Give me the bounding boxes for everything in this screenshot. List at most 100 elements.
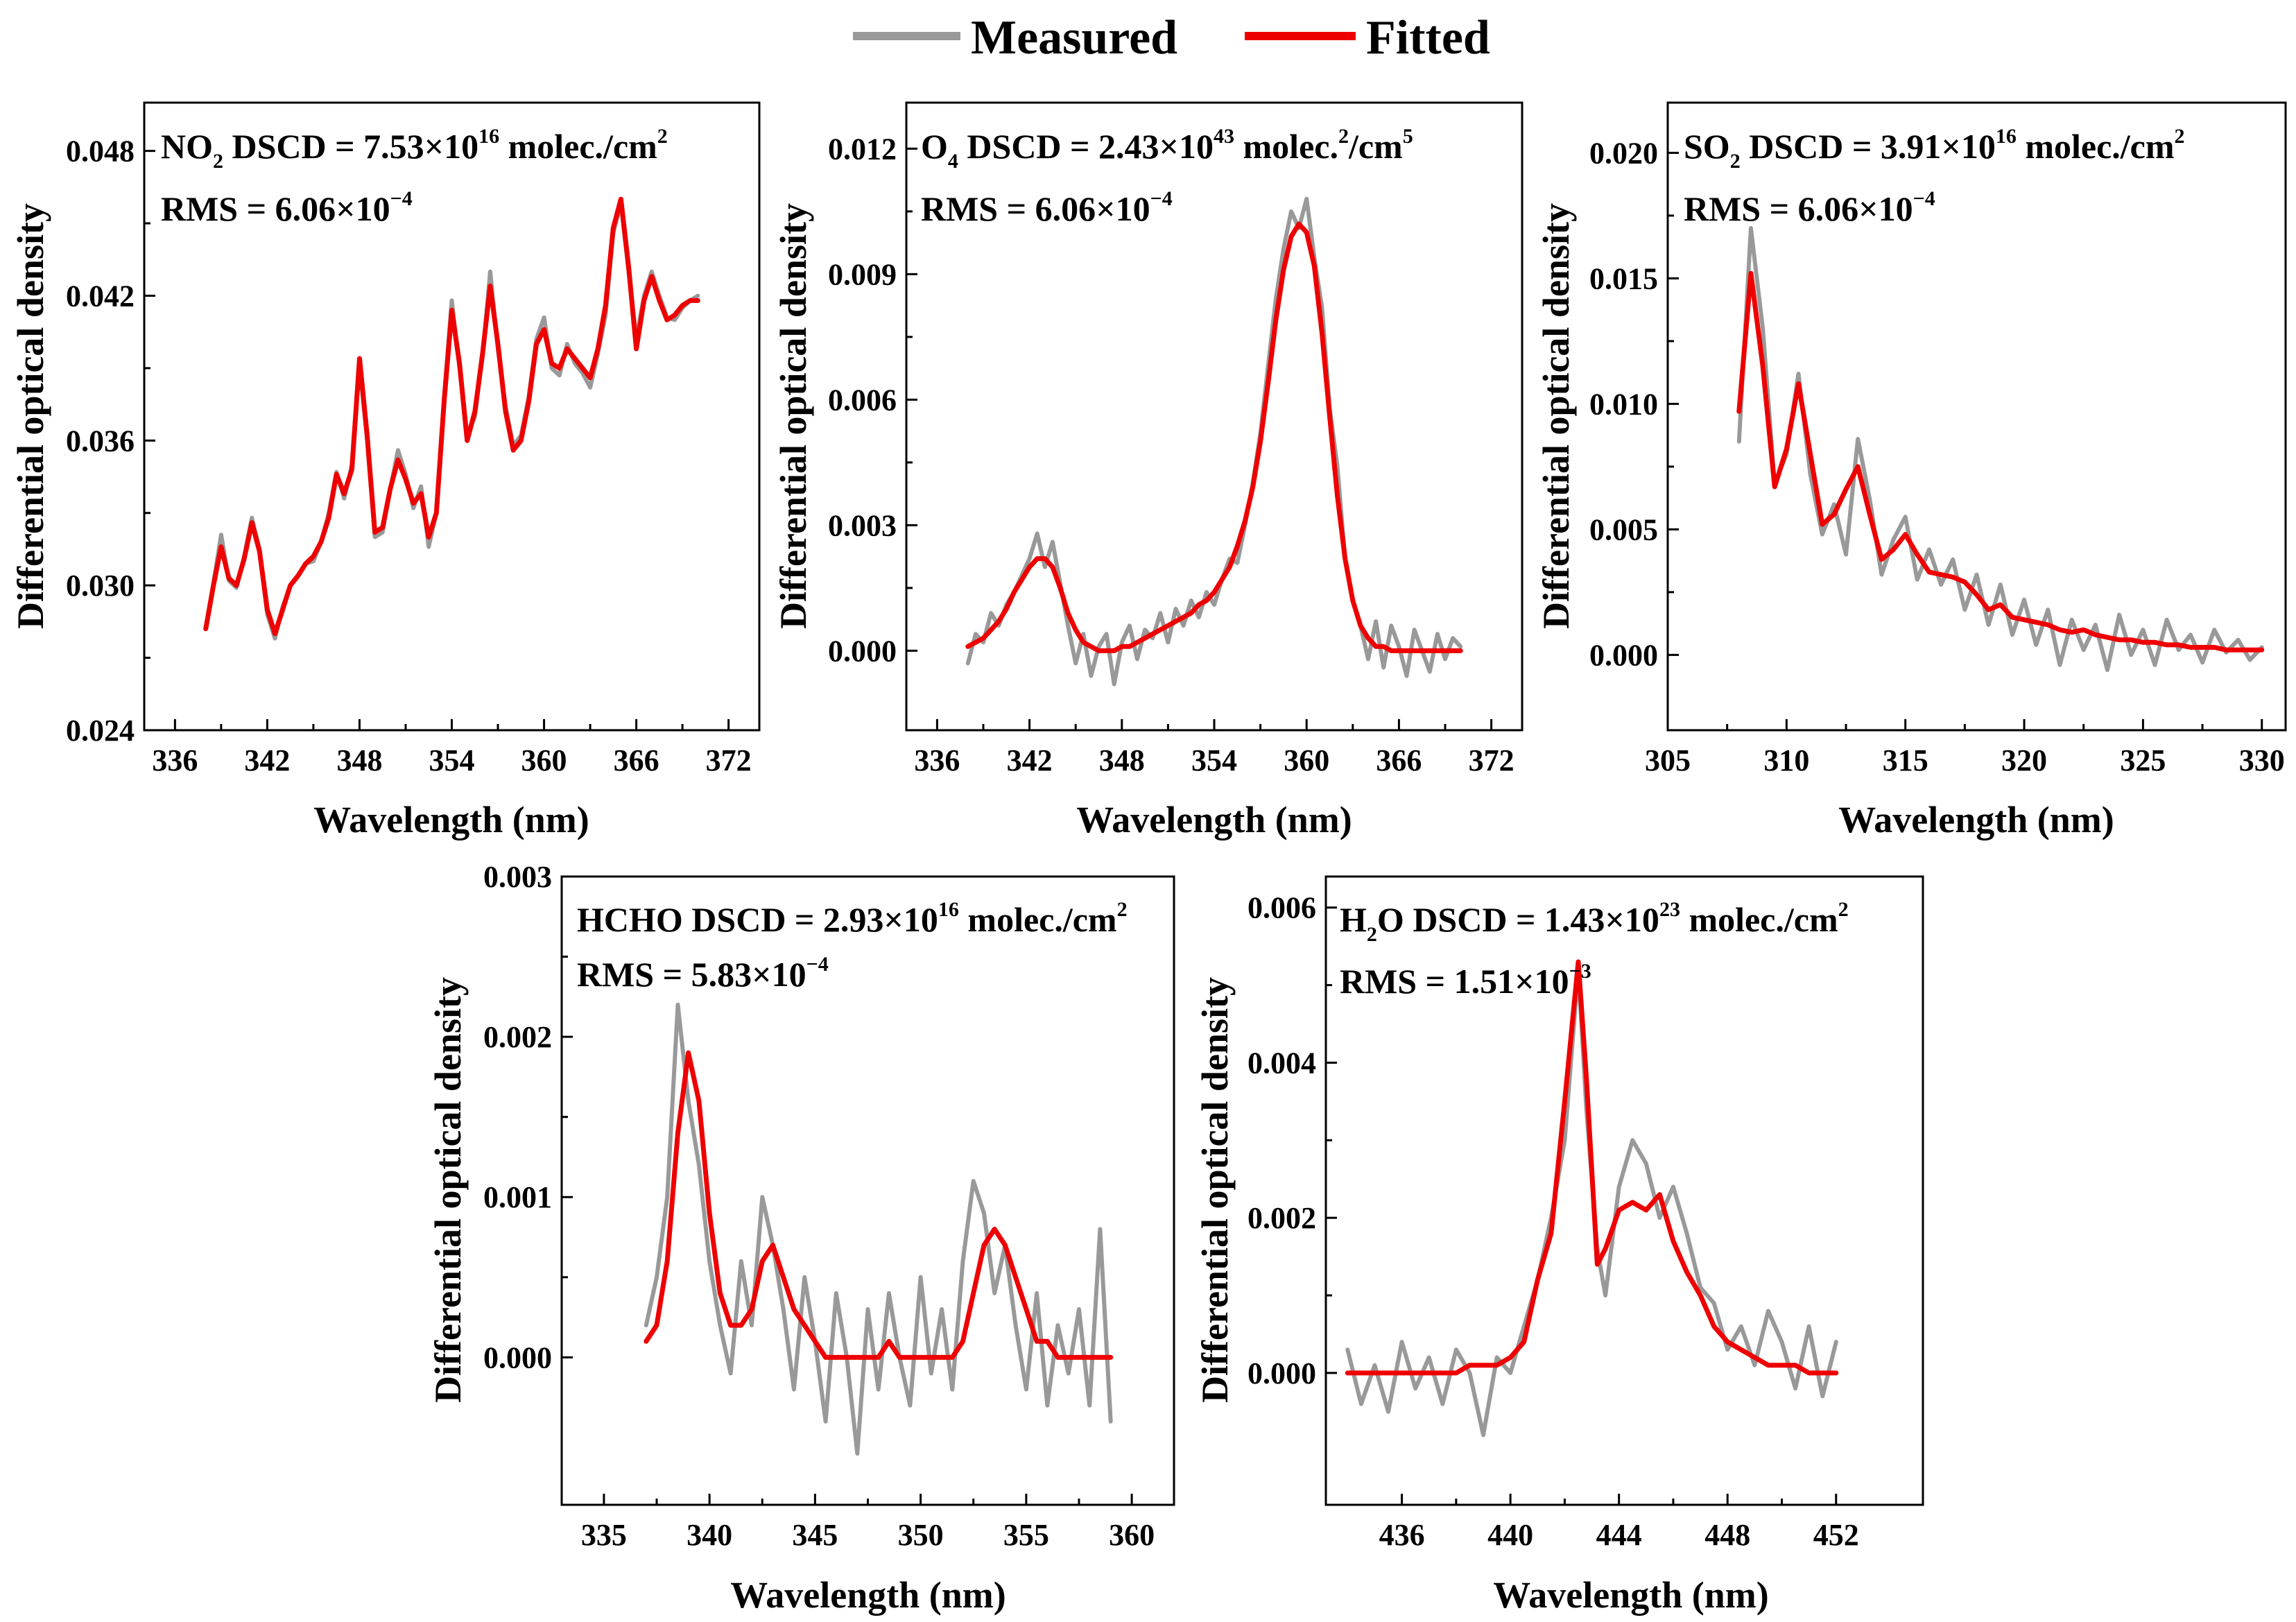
- rms-label: RMS = 6.06×10: [161, 189, 390, 228]
- y-tick-label: 0.001: [483, 1180, 552, 1214]
- y-tick-label: 0.002: [1248, 1201, 1316, 1235]
- rms-label: RMS = 1.51×10: [1340, 962, 1569, 1001]
- y-tick-label: 0.024: [66, 714, 135, 748]
- x-tick-label: 330: [2239, 743, 2285, 777]
- x-axis-title: Wavelength (nm): [1838, 799, 2114, 840]
- dscd-label: DSCD = 7.53×10: [223, 127, 478, 166]
- rms-exponent: −4: [1150, 187, 1173, 210]
- y-tick-label: 0.000: [828, 634, 897, 668]
- annotation-line-1: SO2 DSCD = 3.91×1016 molec./cm2: [1684, 125, 2185, 173]
- tick-group: 335 340 345 350 355 360 0.000 0.001 0.002 0.003: [483, 860, 1155, 1552]
- dscd-unit-exponent: 2: [2175, 125, 2185, 148]
- rms-exponent: −4: [390, 187, 413, 210]
- legend-measured-label: Measured: [971, 11, 1177, 64]
- dscd-exponent: 16: [1996, 125, 2017, 148]
- x-tick-label: 372: [706, 743, 752, 777]
- y-tick-label: 0.015: [1589, 261, 1658, 295]
- series-group: [644, 1002, 1114, 1456]
- y-tick-label: 0.042: [66, 279, 135, 313]
- series-fitted-line: [1345, 959, 1839, 1376]
- x-axis-title: Wavelength (nm): [730, 1574, 1006, 1616]
- x-tick-label: 360: [521, 743, 567, 777]
- species-subscript: 2: [213, 150, 223, 173]
- x-tick-label: 440: [1487, 1518, 1533, 1552]
- series-measured-line: [1736, 226, 2264, 673]
- y-tick-label: 0.003: [828, 508, 897, 542]
- species-name: SO: [1684, 127, 1730, 166]
- annotation-line-1: H2O DSCD = 1.43×1023 molec./cm2: [1340, 898, 1849, 946]
- chart-hcho: 335 340 345 350 355 360 0.000 0.001 0.002 0.003 H…: [427, 860, 1175, 1616]
- x-tick-label: 342: [244, 743, 290, 777]
- x-tick-label: 335: [581, 1518, 627, 1552]
- x-tick-label: 345: [792, 1518, 838, 1552]
- rms-label: RMS = 5.83×10: [577, 955, 806, 994]
- rms-label: RMS = 6.06×10: [1684, 189, 1913, 228]
- y-tick-label: 0.003: [483, 860, 552, 894]
- dscd-exponent: 16: [478, 125, 499, 148]
- tick-group: 436 440 444 448 452 0.000 0.002 0.004 0.006: [1248, 891, 1859, 1552]
- x-tick-label: 355: [1003, 1518, 1049, 1552]
- x-tick-label: 325: [2120, 743, 2166, 777]
- annotation-line-1: O4 DSCD = 2.43×1043 molec.2/cm5: [921, 125, 1413, 173]
- y-tick-label: 0.000: [1589, 638, 1658, 672]
- dscd-exponent: 16: [938, 898, 959, 921]
- dscd-label: DSCD = 1.43×10: [1404, 900, 1659, 939]
- species-name: NO: [161, 127, 213, 166]
- x-tick-label: 340: [687, 1518, 732, 1552]
- y-axis-title: Differential optical density: [427, 977, 469, 1403]
- dscd-unit-exponent: 2: [1117, 898, 1128, 921]
- dscd-unit: molec.: [1234, 127, 1338, 166]
- x-tick-label: 310: [1763, 743, 1809, 777]
- series-group: [965, 196, 1463, 687]
- series-fitted-line: [644, 1050, 1114, 1360]
- y-tick-label: 0.048: [66, 135, 135, 169]
- y-axis-title: Differential optical density: [772, 203, 814, 629]
- series-group: [1736, 226, 2265, 673]
- y-tick-label: 0.036: [66, 424, 135, 458]
- series-fitted-line: [965, 221, 1463, 653]
- y-tick-label: 0.000: [1248, 1356, 1316, 1390]
- annotation-rms: RMS = 6.06×10−4: [1684, 187, 1935, 228]
- series-measured-line: [644, 1002, 1113, 1456]
- tick-group: 305 310 315 320 325 330 0.000 0.005 0.010 0.015 0.…: [1589, 136, 2285, 777]
- x-tick-label: 305: [1645, 743, 1691, 777]
- rms-exponent: −3: [1569, 960, 1591, 983]
- y-tick-label: 0.006: [1248, 891, 1316, 925]
- x-tick-label: 354: [429, 743, 475, 777]
- dscd-exponent: 43: [1214, 125, 1234, 148]
- dscd-unit-exponent: 2: [1838, 898, 1849, 921]
- x-tick-label: 448: [1704, 1518, 1750, 1552]
- x-tick-label: 360: [1109, 1518, 1155, 1552]
- tick-group: 336 342 348 354 360 366 372 0.024 0.030 0.036 0.04…: [66, 135, 752, 777]
- chart-so2: 305 310 315 320 325 330 0.000 0.005 0.010 0.015 0.…: [1535, 101, 2287, 840]
- species-name-tail: O: [1377, 900, 1404, 939]
- y-tick-label: 0.000: [483, 1340, 552, 1374]
- series-measured-line: [203, 202, 700, 641]
- x-tick-label: 366: [614, 743, 659, 777]
- y-tick-label: 0.004: [1248, 1046, 1316, 1080]
- x-tick-label: 336: [914, 743, 960, 777]
- chart-no2: 336 342 348 354 360 366 372 0.024 0.030 0.036 0.04…: [10, 101, 761, 840]
- dscd-unit: molec./cm: [499, 127, 657, 166]
- y-axis-title: Differential optical density: [1535, 203, 1577, 629]
- x-tick-label: 348: [1099, 743, 1145, 777]
- dscd-unit-exponent: 2: [1338, 125, 1349, 148]
- dscd-unit: molec./cm: [959, 900, 1117, 939]
- x-tick-label: 452: [1813, 1518, 1859, 1552]
- species-subscript: 2: [1730, 150, 1741, 173]
- species-name: HCHO: [577, 900, 683, 939]
- y-tick-label: 0.005: [1589, 512, 1658, 546]
- chart-o4: 336 342 348 354 360 366 372 0.000 0.003 0.006 0.00…: [772, 101, 1524, 840]
- y-tick-label: 0.006: [828, 383, 897, 417]
- x-tick-label: 336: [152, 743, 198, 777]
- dscd-label: DSCD = 2.93×10: [683, 900, 938, 939]
- annotation-line-1: NO2 DSCD = 7.53×1016 molec./cm2: [161, 125, 668, 173]
- series-fitted-line: [1736, 270, 2265, 653]
- plot-frame: [1666, 101, 2287, 732]
- y-axis-title: Differential optical density: [10, 203, 51, 629]
- series-group: [203, 196, 700, 641]
- y-tick-label: 0.012: [828, 132, 897, 166]
- annotation-rms: RMS = 1.51×10−3: [1340, 960, 1591, 1001]
- x-tick-label: 342: [1007, 743, 1053, 777]
